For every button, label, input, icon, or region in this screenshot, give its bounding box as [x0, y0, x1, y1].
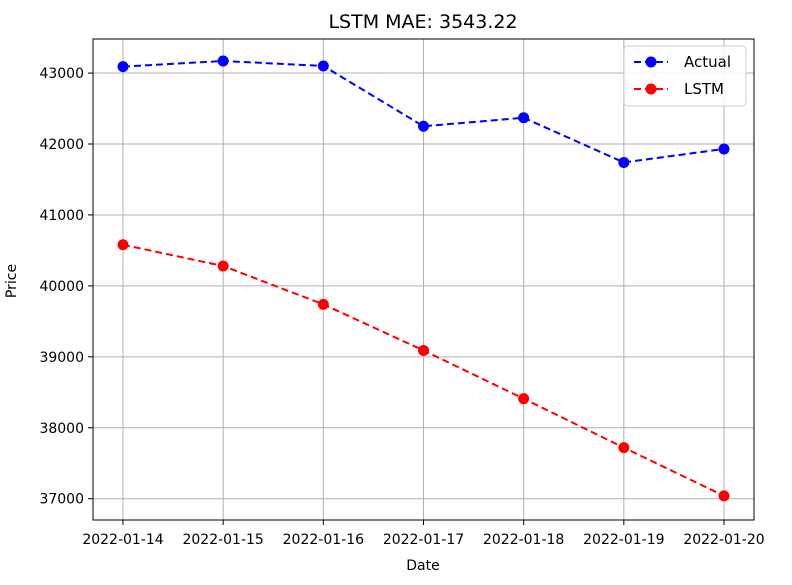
x-tick-label: 2022-01-14 — [82, 532, 163, 548]
y-tick-label: 42000 — [39, 137, 84, 153]
data-point-actual — [117, 61, 129, 73]
chart-title: LSTM MAE: 3543.22 — [328, 11, 517, 33]
y-tick-label: 39000 — [39, 350, 84, 366]
legend-label-lstm: LSTM — [684, 80, 724, 98]
y-tick-label: 41000 — [39, 208, 84, 224]
data-point-lstm — [518, 393, 530, 405]
legend-marker-lstm — [645, 83, 657, 95]
x-axis-label: Date — [406, 558, 439, 574]
data-point-actual — [217, 55, 229, 67]
x-tick-label: 2022-01-16 — [283, 532, 364, 548]
y-axis: 37000 38000 39000 40000 41000 42000 43000 — [39, 66, 93, 508]
data-point-lstm — [217, 260, 229, 272]
grid-lines — [93, 39, 754, 520]
data-point-actual — [718, 143, 730, 155]
y-tick-label: 43000 — [39, 66, 84, 82]
legend-marker-actual — [645, 56, 657, 68]
legend: Actual LSTM — [623, 45, 747, 107]
x-tick-label: 2022-01-19 — [583, 532, 664, 548]
data-point-actual — [418, 120, 429, 132]
data-point-lstm — [718, 490, 730, 502]
y-tick-label: 40000 — [39, 279, 84, 295]
data-point-lstm — [317, 298, 329, 310]
x-axis: 2022-01-14 2022-01-15 2022-01-16 2022-01-17… — [82, 520, 765, 548]
data-point-actual — [618, 156, 630, 168]
x-tick-label: 2022-01-18 — [483, 532, 564, 548]
data-point-lstm — [618, 442, 630, 454]
legend-label-actual: Actual — [684, 53, 731, 71]
x-tick-label: 2022-01-15 — [182, 532, 263, 548]
y-axis-label: Price — [4, 264, 20, 298]
y-tick-label: 37000 — [39, 492, 84, 508]
data-point-actual — [317, 60, 329, 72]
x-tick-label: 2022-01-20 — [683, 532, 764, 548]
data-point-lstm — [418, 344, 429, 356]
data-point-actual — [518, 112, 530, 124]
series-layer — [117, 55, 730, 502]
x-tick-label: 2022-01-17 — [383, 532, 464, 548]
y-tick-label: 38000 — [39, 421, 84, 437]
data-point-lstm — [117, 239, 129, 251]
